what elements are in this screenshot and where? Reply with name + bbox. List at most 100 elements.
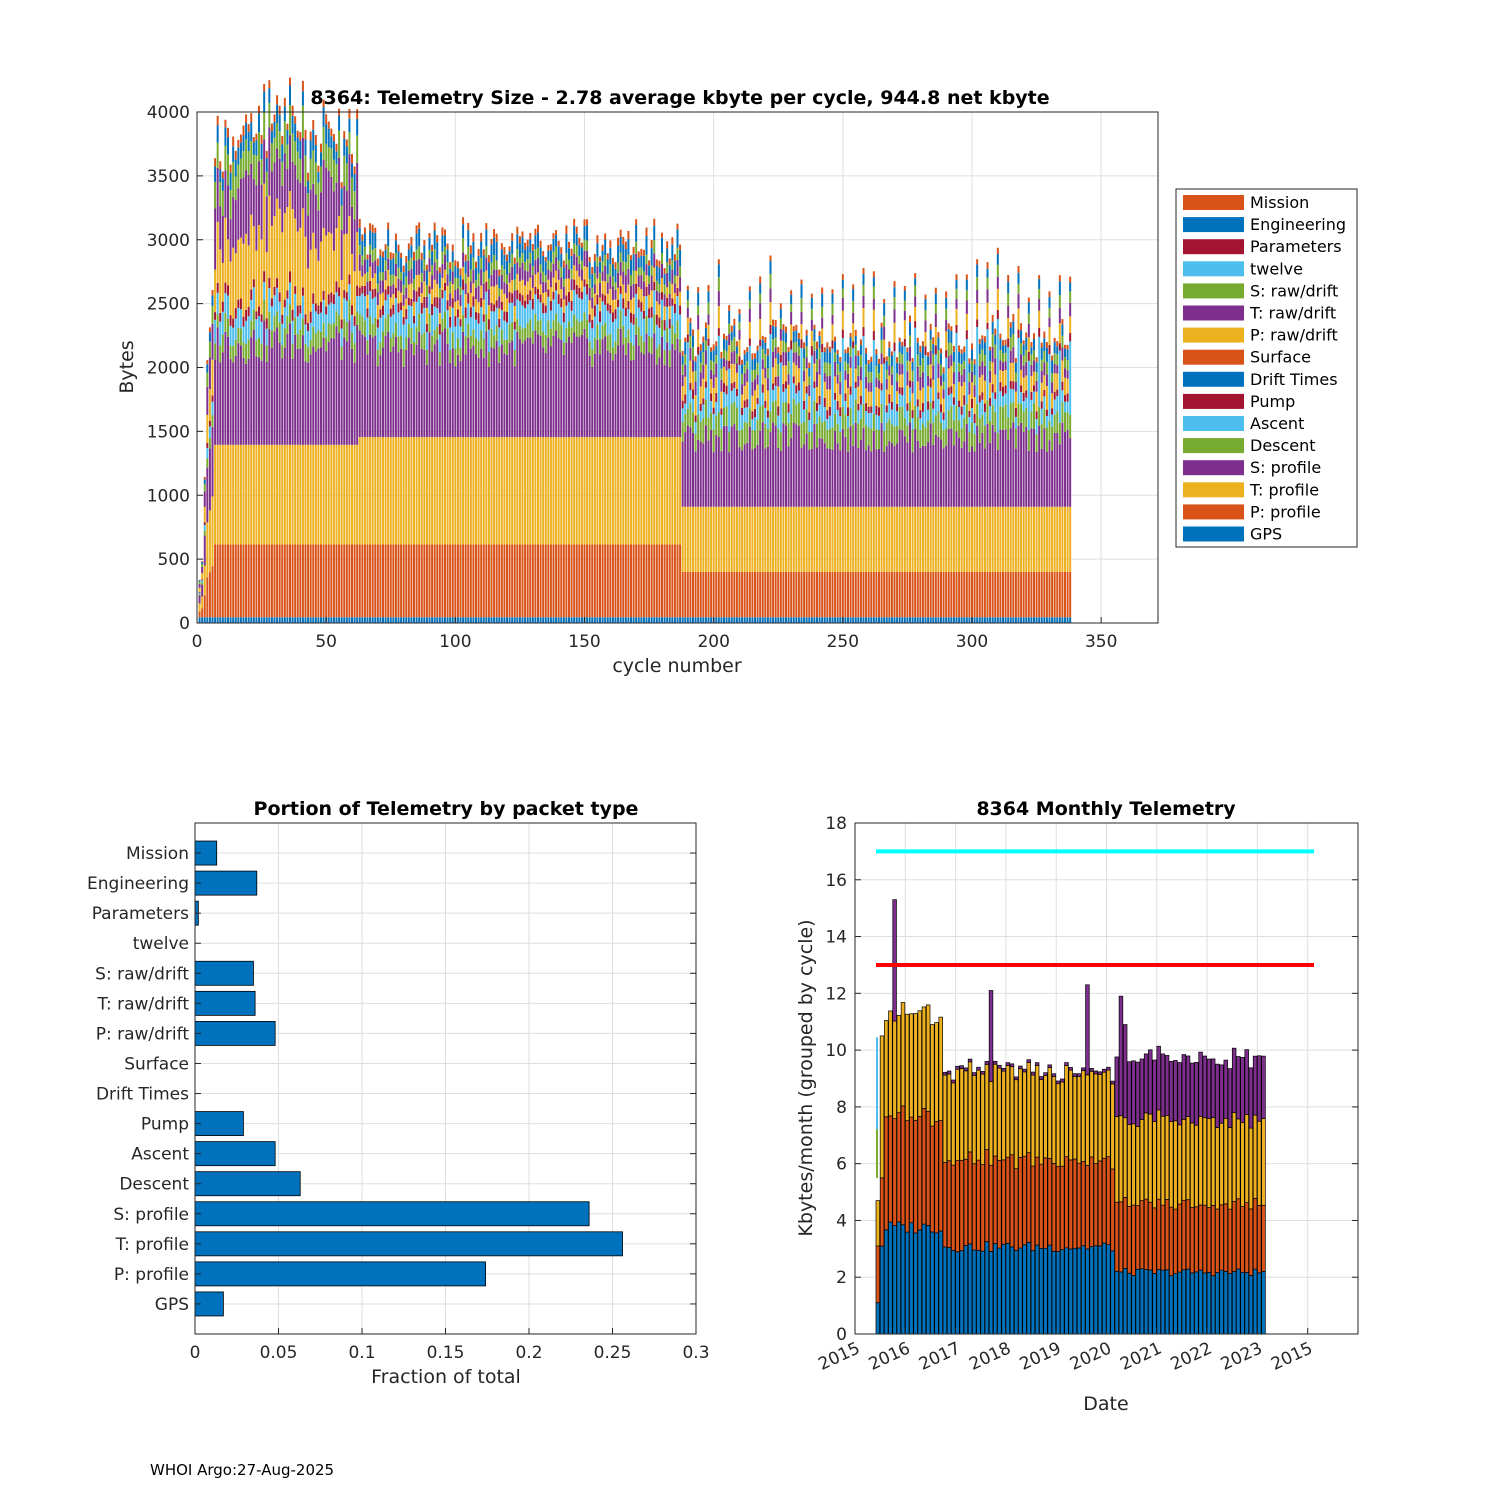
c1-bar-segment — [596, 339, 599, 438]
c3-bar-segment — [1164, 1115, 1170, 1200]
c1-bar-segment — [604, 233, 607, 240]
c1-bar-segment — [635, 617, 638, 623]
c1-bar-segment — [216, 142, 219, 168]
c1-bar-segment — [983, 571, 986, 618]
c1-bar-segment — [981, 374, 984, 393]
c1-bar-segment — [294, 617, 297, 623]
c1-bar-segment — [666, 262, 669, 273]
c1-bar-segment — [684, 432, 687, 507]
c1-bar-segment — [733, 506, 736, 572]
c1-bar-segment — [544, 437, 547, 545]
c1-bar-segment — [800, 447, 803, 507]
c1-bar-segment — [332, 250, 335, 295]
c1-bar-segment — [609, 276, 612, 289]
c1-bar-segment — [934, 354, 937, 416]
c1-bar-segment — [281, 232, 284, 315]
c1-bar-segment — [593, 293, 596, 306]
c1-bar-segment — [888, 347, 891, 357]
c1-bar-segment — [343, 185, 346, 235]
c1-bar-segment — [663, 294, 666, 307]
c1-bar-segment — [477, 340, 480, 358]
c3-bar-segment — [993, 1155, 998, 1245]
c1-bar-segment — [867, 427, 870, 446]
c3-bar-segment — [1152, 1121, 1157, 1209]
c1-bar-segment — [314, 135, 317, 146]
c1-bar-segment — [369, 437, 372, 545]
c1-bar-segment — [1043, 617, 1046, 623]
c1-bar-segment — [919, 410, 922, 419]
c1-bar-segment — [844, 506, 847, 572]
c1-bar-segment — [529, 252, 532, 264]
c1-bar-segment — [821, 438, 824, 507]
c1-bar-segment — [991, 362, 994, 385]
c1-bar-segment — [945, 357, 948, 429]
c3-bar-segment — [1097, 1074, 1103, 1162]
c1-bar-segment — [642, 354, 645, 438]
c1-bar-segment — [937, 337, 940, 351]
c1-bar-segment — [1066, 378, 1069, 394]
c1-bar-segment — [291, 105, 294, 117]
c3-bar-segment — [1127, 1272, 1132, 1335]
c1-bar-segment — [792, 506, 795, 572]
c1-bar-segment — [810, 617, 813, 623]
c1-bar-segment — [692, 617, 694, 623]
c1-bar-segment — [831, 289, 834, 294]
c1-bar-segment — [795, 617, 798, 623]
c1-bar-segment — [382, 544, 384, 618]
c1-bar-segment — [1035, 418, 1038, 435]
c1-bar-segment — [898, 393, 901, 408]
c1-bar-segment — [1027, 302, 1030, 314]
c3-bar-segment — [955, 1065, 960, 1070]
c1-bar-segment — [549, 300, 552, 311]
c1-bar-segment — [573, 437, 576, 545]
c3-bar-segment — [1110, 1083, 1115, 1170]
c1-bar-segment — [777, 617, 780, 623]
c1-bar-segment — [227, 285, 229, 296]
c1-bar-segment — [772, 422, 775, 507]
c1-bar-segment — [518, 437, 521, 545]
c1-bar-segment — [531, 299, 534, 310]
c1-bar-segment — [475, 617, 477, 623]
c1-bar-segment — [531, 309, 534, 331]
c1-bar-segment — [555, 617, 558, 623]
c1-bar-segment — [506, 617, 508, 623]
c1-bar-segment — [198, 594, 201, 596]
c1-bar-segment — [304, 314, 307, 325]
c1-bar-segment — [250, 163, 253, 215]
c1-bar-segment — [348, 284, 351, 300]
c1-bar-segment — [715, 393, 718, 402]
c1-bar-segment — [671, 305, 674, 326]
c1-bar-segment — [549, 287, 552, 301]
c1-bar-segment — [268, 195, 271, 278]
c1-bar-segment — [263, 300, 266, 321]
c1-bar-segment — [704, 506, 707, 572]
c1-bar-segment — [849, 394, 852, 409]
c3-bar-segment — [1089, 1068, 1094, 1072]
c1-bar-segment — [632, 324, 635, 346]
c1-bar-segment — [1061, 390, 1064, 403]
c1-bar-segment — [1051, 426, 1054, 451]
c1-bar-segment — [420, 273, 423, 283]
c1-bar-segment — [940, 348, 942, 354]
c1-bar-segment — [893, 297, 896, 310]
c1-bar-segment — [728, 431, 731, 453]
c1-bar-segment — [986, 617, 989, 623]
c1-bar-segment — [735, 571, 738, 618]
c1-bar-segment — [797, 338, 800, 347]
c1-bar-segment — [924, 310, 927, 321]
c1-bar-segment — [278, 322, 281, 343]
c1-bar-segment — [356, 119, 359, 136]
c1-bar-segment — [875, 349, 878, 355]
c1-bar-segment — [1014, 416, 1017, 429]
c1-bar-segment — [511, 437, 514, 545]
c1-bar-segment — [537, 299, 539, 321]
c1-bar-segment — [441, 437, 444, 545]
c1-bar-segment — [699, 362, 702, 373]
c1-bar-segment — [748, 338, 751, 346]
c3-bar-segment — [1085, 1165, 1090, 1250]
c1-bar-segment — [694, 415, 697, 423]
c1-bar-segment — [792, 398, 795, 423]
c1-bar-segment — [958, 506, 961, 572]
c2-xtick-label: 0.15 — [427, 1343, 465, 1363]
c1-bar-segment — [671, 237, 674, 245]
